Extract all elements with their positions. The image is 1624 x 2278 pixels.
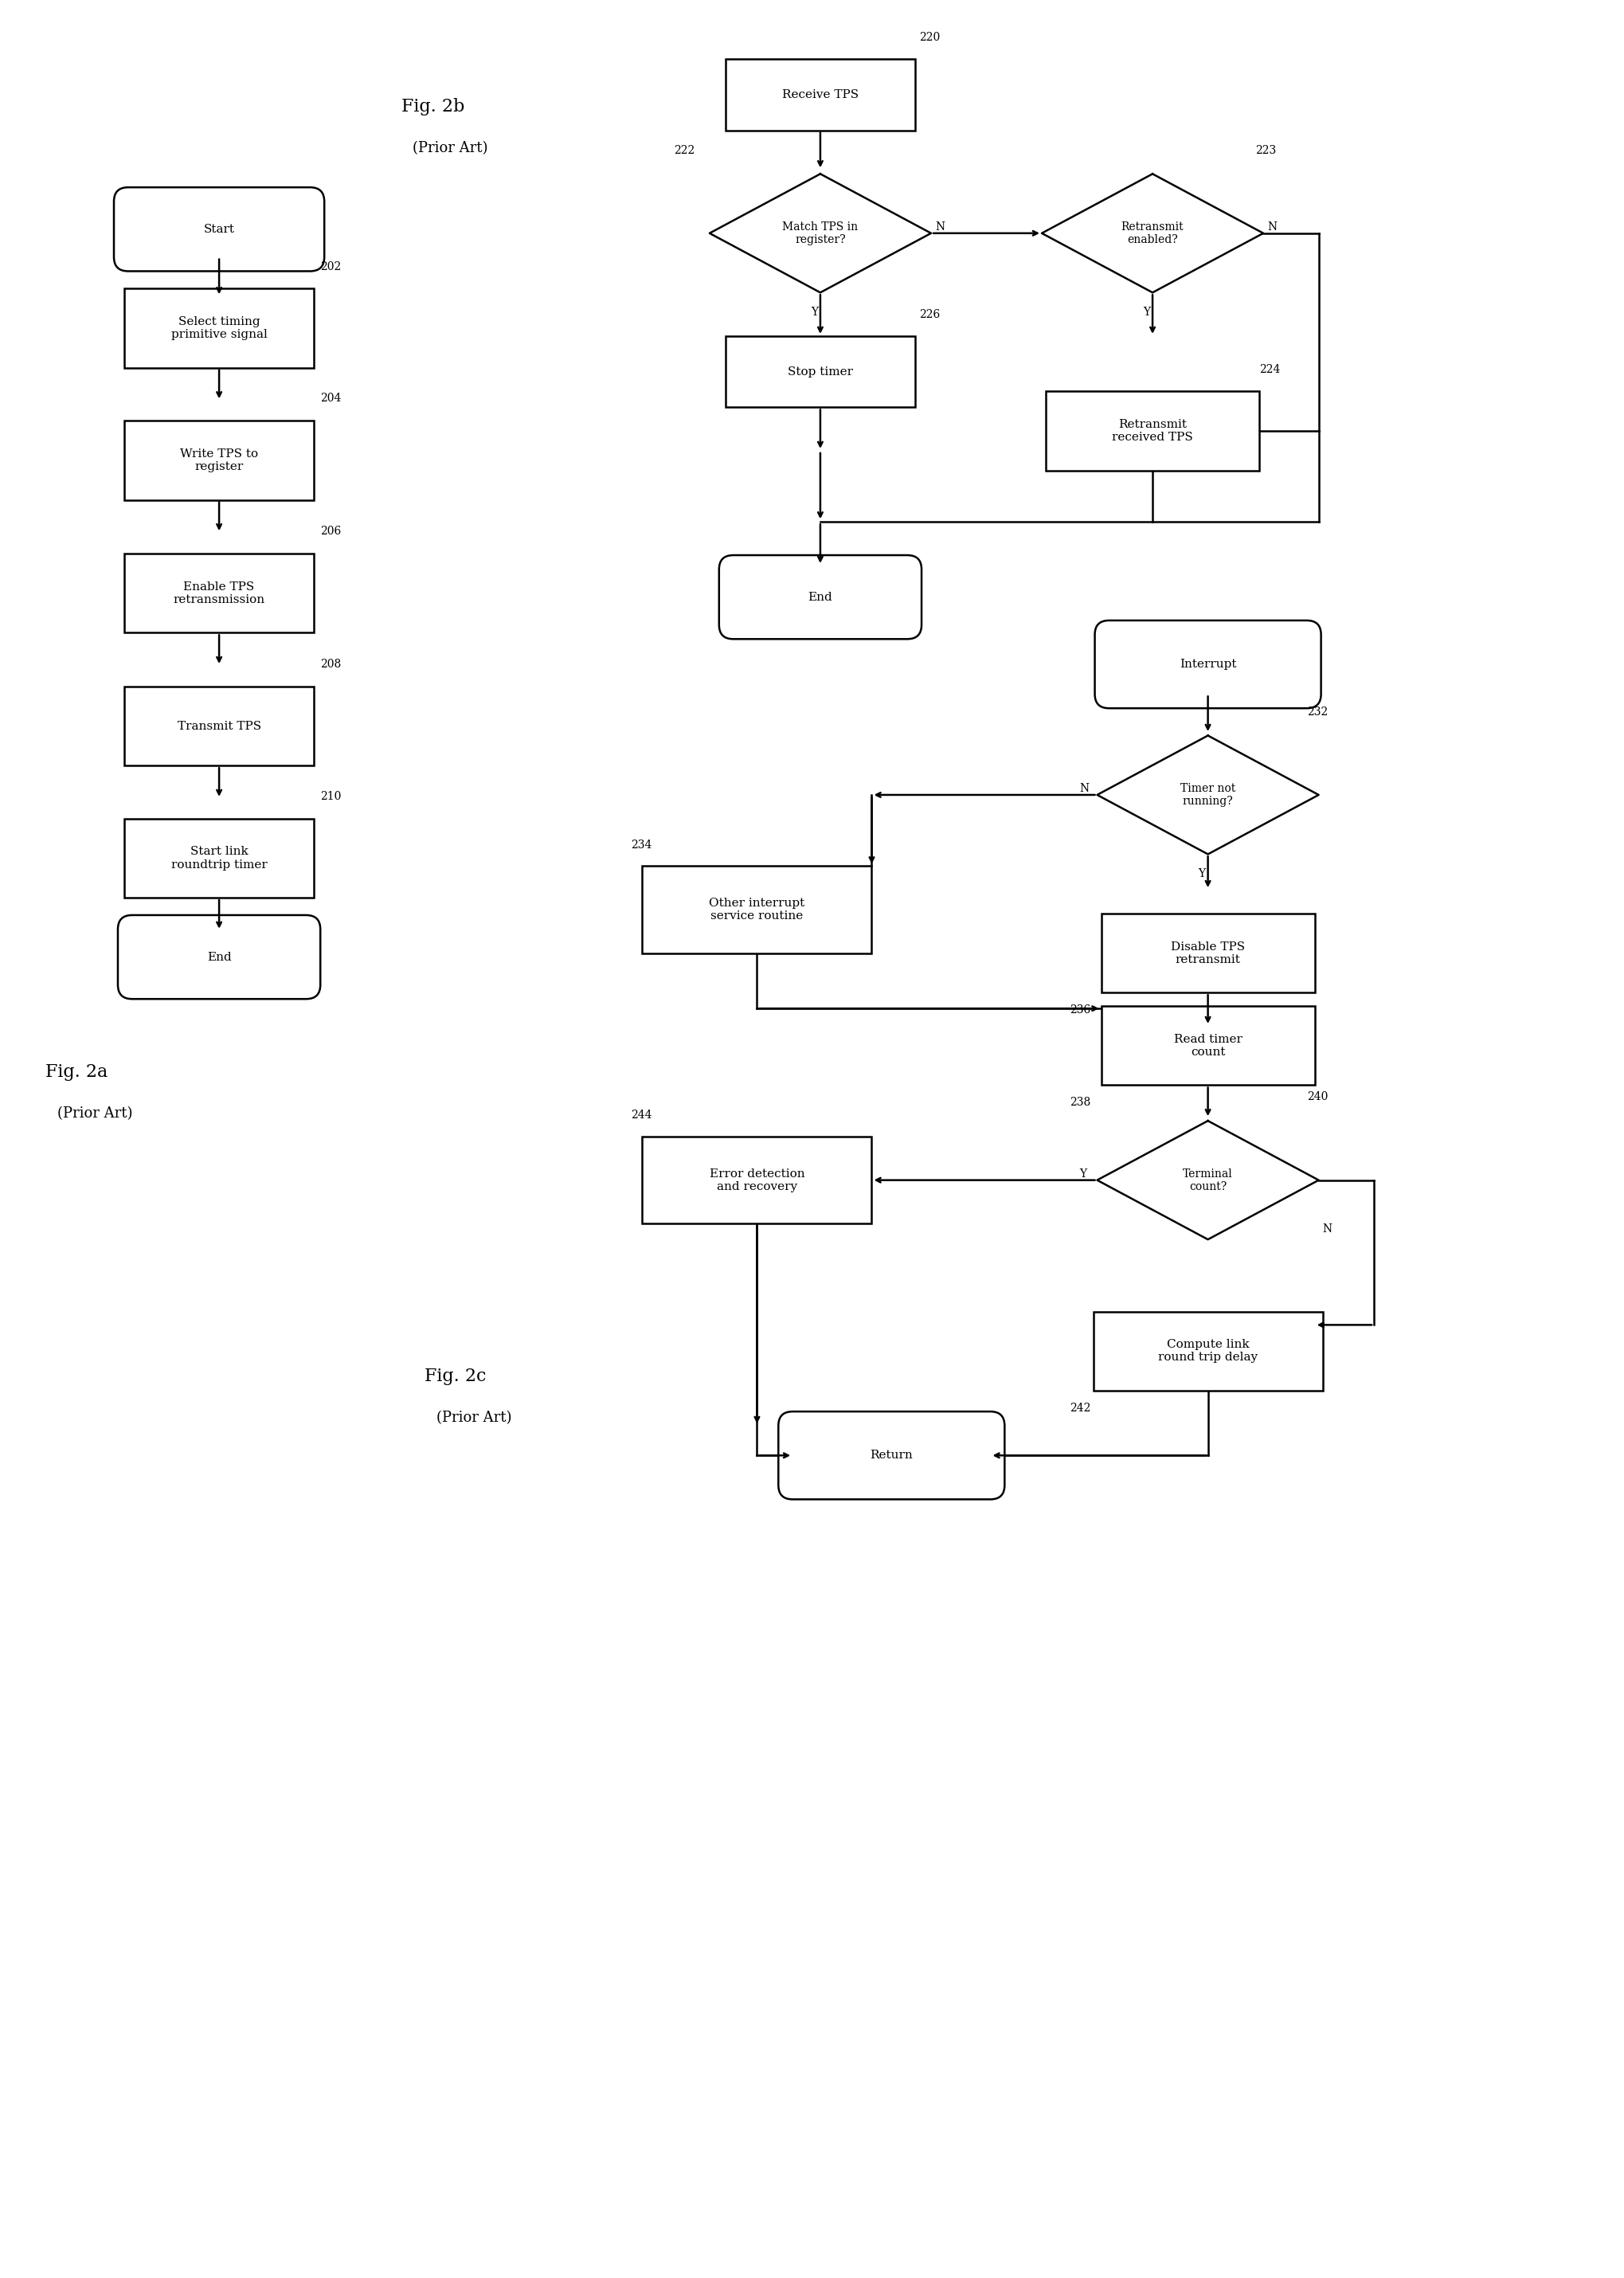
Text: Start: Start [203, 223, 234, 235]
Text: Retransmit
enabled?: Retransmit enabled? [1121, 221, 1184, 246]
FancyBboxPatch shape [719, 556, 921, 640]
Text: Other interrupt
service routine: Other interrupt service routine [710, 898, 806, 923]
FancyBboxPatch shape [726, 59, 916, 130]
Text: 210: 210 [320, 790, 341, 802]
Text: 242: 242 [1070, 1403, 1090, 1415]
Text: 202: 202 [320, 262, 341, 271]
Text: Disable TPS
retransmit: Disable TPS retransmit [1171, 941, 1246, 966]
FancyBboxPatch shape [123, 421, 313, 499]
Text: 204: 204 [320, 394, 341, 403]
Text: 232: 232 [1307, 706, 1328, 718]
Text: (Prior Art): (Prior Art) [412, 141, 489, 155]
Text: 238: 238 [1070, 1098, 1090, 1107]
Text: Y: Y [810, 308, 818, 319]
Text: Write TPS to
register: Write TPS to register [180, 449, 258, 472]
FancyBboxPatch shape [643, 1137, 872, 1223]
FancyBboxPatch shape [123, 554, 313, 633]
Text: N: N [1267, 221, 1276, 232]
Text: Fig. 2b: Fig. 2b [401, 98, 464, 116]
Text: Retransmit
received TPS: Retransmit received TPS [1112, 419, 1194, 442]
Text: Error detection
and recovery: Error detection and recovery [710, 1169, 804, 1191]
Text: End: End [206, 952, 231, 964]
Text: (Prior Art): (Prior Art) [57, 1107, 132, 1121]
Text: Return: Return [870, 1449, 913, 1460]
Text: N: N [1080, 784, 1090, 795]
Text: N: N [1322, 1223, 1332, 1235]
FancyBboxPatch shape [778, 1412, 1005, 1499]
Text: Select timing
primitive signal: Select timing primitive signal [171, 317, 268, 339]
Text: Y: Y [1143, 308, 1150, 319]
Text: Fig. 2c: Fig. 2c [425, 1367, 487, 1385]
Text: 222: 222 [674, 144, 695, 155]
FancyBboxPatch shape [726, 337, 916, 408]
Text: Start link
roundtrip timer: Start link roundtrip timer [171, 845, 268, 870]
Text: (Prior Art): (Prior Art) [437, 1410, 512, 1424]
FancyBboxPatch shape [123, 686, 313, 765]
Text: Y: Y [1080, 1169, 1086, 1180]
Text: Read timer
count: Read timer count [1174, 1034, 1242, 1057]
Text: 206: 206 [320, 526, 341, 538]
FancyBboxPatch shape [114, 187, 325, 271]
Text: Timer not
running?: Timer not running? [1181, 784, 1236, 806]
Text: 240: 240 [1307, 1091, 1328, 1103]
Text: 223: 223 [1255, 144, 1276, 155]
Text: Terminal
count?: Terminal count? [1182, 1169, 1233, 1191]
Text: Enable TPS
retransmission: Enable TPS retransmission [174, 581, 265, 606]
FancyBboxPatch shape [123, 818, 313, 898]
Text: 234: 234 [630, 838, 651, 850]
Text: Fig. 2a: Fig. 2a [45, 1064, 107, 1080]
Text: 244: 244 [630, 1109, 651, 1121]
FancyBboxPatch shape [1101, 1007, 1315, 1084]
Text: Compute link
round trip delay: Compute link round trip delay [1158, 1339, 1257, 1362]
FancyBboxPatch shape [1046, 392, 1259, 472]
FancyBboxPatch shape [1093, 1312, 1322, 1390]
Text: Receive TPS: Receive TPS [783, 89, 859, 100]
Text: Interrupt: Interrupt [1179, 658, 1236, 670]
Text: 224: 224 [1259, 364, 1280, 376]
FancyBboxPatch shape [123, 289, 313, 367]
Text: End: End [809, 592, 833, 604]
FancyBboxPatch shape [1101, 913, 1315, 993]
Text: 208: 208 [320, 658, 341, 670]
Text: N: N [935, 221, 945, 232]
Text: Match TPS in
register?: Match TPS in register? [783, 221, 857, 246]
Text: Stop timer: Stop timer [788, 367, 853, 378]
FancyBboxPatch shape [119, 916, 320, 1000]
Text: Y: Y [1199, 868, 1205, 879]
FancyBboxPatch shape [1095, 620, 1320, 708]
Text: Transmit TPS: Transmit TPS [177, 720, 261, 731]
FancyBboxPatch shape [643, 866, 872, 952]
Text: 236: 236 [1070, 1005, 1090, 1016]
Text: 226: 226 [919, 310, 940, 321]
Text: 220: 220 [919, 32, 940, 43]
